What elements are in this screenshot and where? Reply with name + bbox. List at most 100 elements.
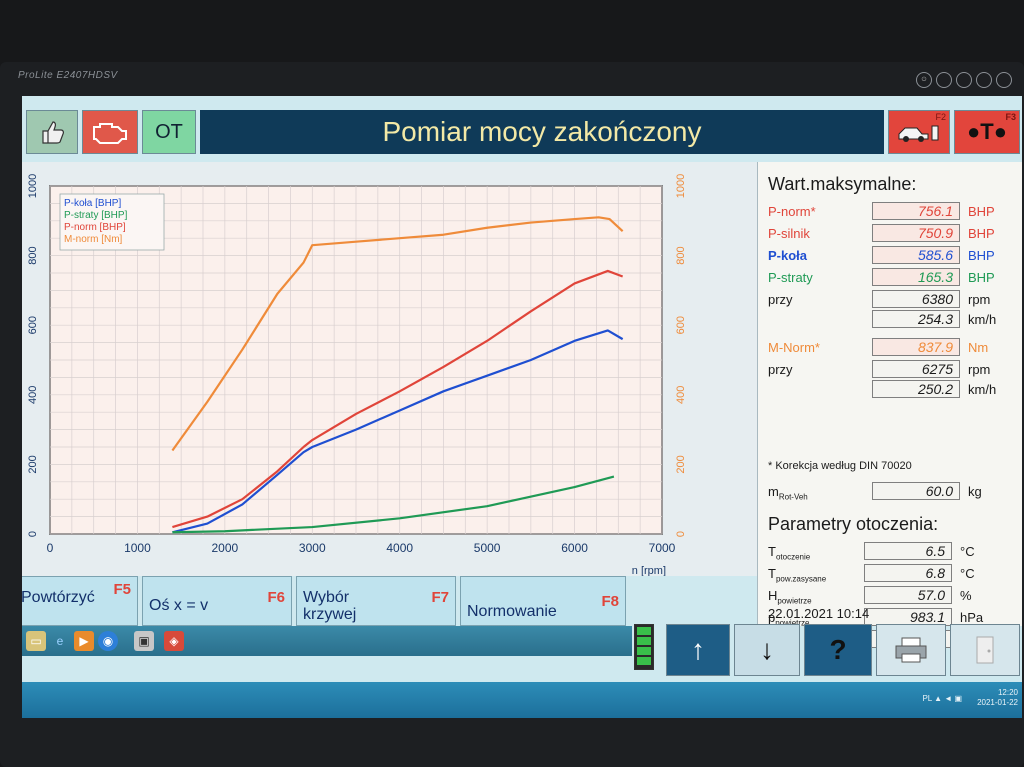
- result-row: 254.3 km/h: [764, 310, 1014, 330]
- result-value[interactable]: 6275: [872, 360, 960, 378]
- x-tick-label: 7000: [649, 541, 676, 555]
- result-value[interactable]: 6380: [872, 290, 960, 308]
- result-row: 250.2 km/h: [764, 380, 1014, 400]
- page-title: Pomiar mocy zakończony: [200, 110, 884, 154]
- ambient-label: Hpowietrze: [768, 588, 812, 606]
- series-line: [171, 216, 624, 452]
- result-unit: km/h: [968, 312, 997, 327]
- x-tick-label: 6000: [561, 541, 588, 555]
- language-indicator[interactable]: PL: [922, 694, 932, 703]
- y-right-tick-label: 400: [675, 386, 687, 404]
- ambient-label-main: H: [768, 588, 778, 603]
- ambient-label-sub: powietrze: [777, 596, 812, 606]
- browser-icon[interactable]: ◉: [98, 631, 118, 651]
- curve-select-button[interactable]: Wybór krzywej F7: [296, 576, 456, 626]
- signal-cell: [637, 637, 651, 645]
- monitor-button-2[interactable]: [956, 72, 972, 88]
- thumbs-up-icon: [42, 121, 64, 144]
- ambient-heading: Parametry otoczenia:: [768, 514, 939, 534]
- result-value[interactable]: 585.6: [872, 246, 960, 264]
- monitor-button-3[interactable]: [976, 72, 992, 88]
- app-icon-2[interactable]: ◈: [164, 631, 184, 651]
- ambient-label-sub: pow.zasysane: [775, 574, 827, 584]
- y-right-tick-label: 200: [675, 455, 687, 473]
- ambient-row: Tpow.zasysane 6.8 °C: [764, 564, 1014, 584]
- monitor-button-1[interactable]: [936, 72, 952, 88]
- media-player-icon[interactable]: ▶: [74, 631, 94, 651]
- repeat-label: Powtórzyć: [22, 589, 95, 606]
- ambient-label-main: T: [768, 544, 776, 559]
- ambient-unit: °C: [960, 544, 975, 559]
- monitor-buttons: ⏻: [916, 72, 1012, 88]
- result-value[interactable]: 837.9: [872, 338, 960, 356]
- result-label: P-norm*: [768, 204, 816, 219]
- result-label: P-straty: [768, 270, 813, 285]
- thumbs-up-button[interactable]: [26, 110, 78, 154]
- monitor-model-label: ProLite E2407HDSV: [18, 70, 118, 81]
- results-panel: Wart.maksymalne: P-norm* 756.1 BHP P-silnik…: [757, 162, 1022, 650]
- legend-entry: M-norm [Nm]: [64, 234, 123, 245]
- legend-entry: P-koła [BHP]: [64, 198, 121, 209]
- ambient-row: Hpowietrze 57.0%: [764, 586, 1014, 606]
- function-bar: Powtórzyć F5 Oś x = v F6 Wybór krzywej F…: [22, 576, 757, 628]
- system-clock[interactable]: 12:20 2021-01-22: [977, 688, 1018, 708]
- result-row: M-Norm* 837.9 Nm: [764, 338, 1014, 358]
- x-tick-label: 2000: [212, 541, 239, 555]
- result-unit: BHP: [968, 226, 995, 241]
- system-tray-icons[interactable]: PL ▲ ◄ ▣: [922, 694, 962, 703]
- exit-button[interactable]: [950, 624, 1020, 676]
- ambient-label-main: p: [768, 610, 776, 625]
- result-label: M-Norm*: [768, 340, 820, 355]
- ambient-unit: °C: [960, 566, 975, 581]
- ambient-value[interactable]: 6.5: [864, 542, 952, 560]
- arrow-up-icon: ↑: [691, 634, 705, 665]
- ambient-row: ppowietrze 983.1 hPa: [764, 608, 1014, 628]
- scroll-down-button[interactable]: ↓: [734, 624, 800, 676]
- f3-button[interactable]: F3 ●T●: [954, 110, 1020, 154]
- ambient-label-main: T: [768, 566, 776, 581]
- y-right-tick-label: 1000: [675, 174, 687, 198]
- ie-icon[interactable]: e: [56, 634, 64, 648]
- help-button[interactable]: ?: [804, 624, 872, 676]
- repeat-button[interactable]: Powtórzyć F5: [22, 576, 138, 626]
- ot-button[interactable]: OT: [142, 110, 196, 154]
- result-value[interactable]: 165.3: [872, 268, 960, 286]
- y-right-tick-label: 600: [675, 316, 687, 334]
- ambient-value[interactable]: 983.1: [864, 608, 952, 626]
- engine-icon: [93, 123, 127, 144]
- ambient-row: Totoczenie 6.5 °C: [764, 542, 1014, 562]
- mrot-value[interactable]: 60.0: [872, 482, 960, 500]
- axis-x-v-button[interactable]: Oś x = v F6: [142, 576, 292, 626]
- result-value[interactable]: 250.2: [872, 380, 960, 398]
- y-left-tick-label: 800: [27, 246, 39, 264]
- result-row: P-silnik 750.9 BHP: [764, 224, 1014, 244]
- f2-button[interactable]: F2: [888, 110, 950, 154]
- curve-select-label: Wybór krzywej: [303, 589, 357, 623]
- engine-button[interactable]: [82, 110, 138, 154]
- screen: OT Pomiar mocy zakończony F2 F3 ●T● 0 100…: [22, 96, 1022, 718]
- result-value[interactable]: 254.3: [872, 310, 960, 328]
- f3-label: ●T●: [966, 119, 1007, 144]
- result-unit: BHP: [968, 270, 995, 285]
- print-button[interactable]: [876, 624, 946, 676]
- series-line: [172, 475, 615, 534]
- toolbar: OT Pomiar mocy zakończony F2 F3 ●T●: [22, 110, 1022, 158]
- ambient-unit: hPa: [960, 610, 984, 625]
- scroll-up-button[interactable]: ↑: [666, 624, 730, 676]
- signal-cell: [637, 657, 651, 665]
- result-row: P-koła 585.6 BHP: [764, 246, 1014, 266]
- result-value[interactable]: 756.1: [872, 202, 960, 220]
- ambient-value[interactable]: 6.8: [864, 564, 952, 582]
- ambient-label-sub: powietrze: [775, 619, 809, 628]
- power-icon[interactable]: ⏻: [916, 72, 932, 88]
- result-row: P-norm* 756.1 BHP: [764, 202, 1014, 222]
- ambient-value[interactable]: 57.0: [864, 586, 952, 604]
- normalize-button[interactable]: Normowanie F8: [460, 576, 626, 626]
- app-icon-1[interactable]: ▣: [134, 631, 154, 651]
- y-left-tick-label: 0: [27, 531, 39, 537]
- result-value[interactable]: 750.9: [872, 224, 960, 242]
- folder-icon[interactable]: ▭: [26, 631, 46, 651]
- x-axis-label: n [rpm]: [632, 565, 666, 576]
- result-row: P-straty 165.3 BHP: [764, 268, 1014, 288]
- monitor-button-4[interactable]: [996, 72, 1012, 88]
